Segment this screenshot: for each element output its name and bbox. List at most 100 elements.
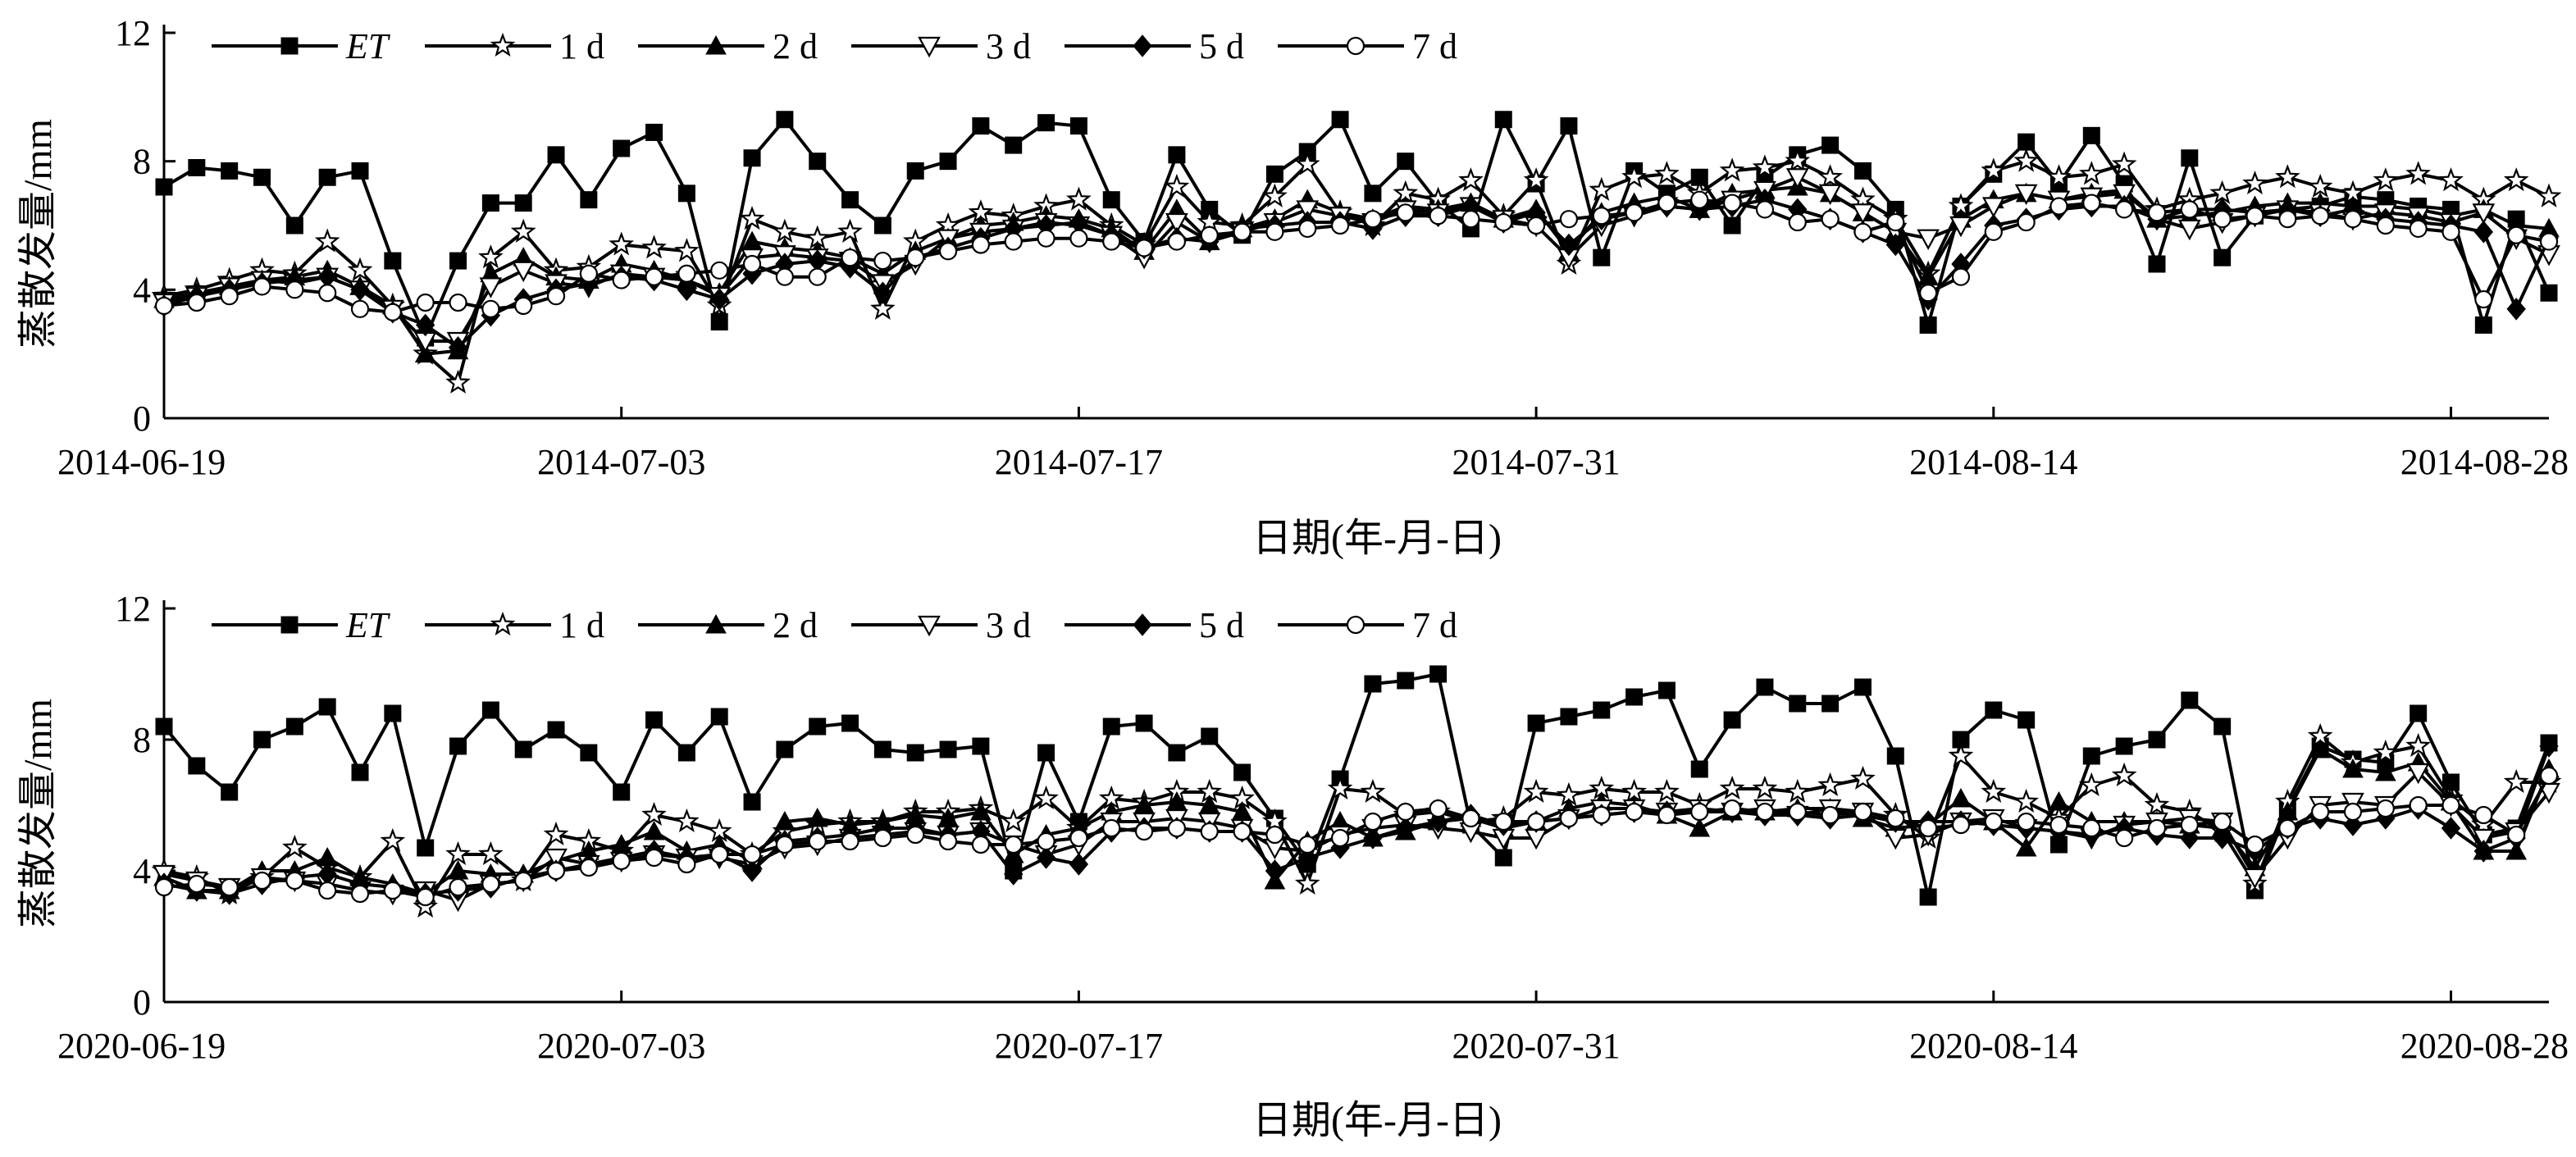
data-point xyxy=(1785,778,1811,804)
data-point xyxy=(1296,200,1320,221)
data-point xyxy=(1526,812,1546,831)
data-point xyxy=(776,740,794,758)
data-point xyxy=(870,295,896,320)
data-point xyxy=(1135,714,1153,732)
x-tick-label: 2014-07-03 xyxy=(537,442,705,482)
y-axis-title: 蒸散发量/mm xyxy=(16,119,60,348)
data-point xyxy=(2311,802,2330,822)
data-point xyxy=(641,801,667,827)
data-point xyxy=(742,254,762,274)
data-point xyxy=(938,831,958,851)
data-point xyxy=(350,299,370,318)
data-point xyxy=(154,296,174,316)
data-point xyxy=(2213,812,2232,831)
data-point xyxy=(1984,812,2003,831)
data-point xyxy=(1037,114,1055,132)
data-point xyxy=(514,871,533,891)
data-point xyxy=(2078,161,2104,185)
legend-marker xyxy=(280,616,299,634)
legend-label: 5 d xyxy=(1199,605,1244,645)
x-tick-label: 2020-08-28 xyxy=(2400,1026,2569,1066)
data-point xyxy=(2406,763,2430,785)
data-point xyxy=(1033,785,1059,810)
data-point xyxy=(514,296,533,316)
data-point xyxy=(2013,788,2039,813)
data-point xyxy=(1363,827,1383,850)
legend-item: 2 d xyxy=(638,26,818,66)
data-point xyxy=(282,834,308,859)
legend-marker xyxy=(705,613,727,634)
data-point xyxy=(2013,148,2039,172)
data-point xyxy=(1755,200,1775,219)
y-tick-label: 0 xyxy=(133,982,151,1023)
data-point xyxy=(641,235,667,259)
data-point xyxy=(2180,200,2199,219)
legend-marker xyxy=(1346,36,1366,56)
data-point xyxy=(1265,859,1285,882)
data-point xyxy=(1397,672,1415,690)
data-point xyxy=(285,717,303,736)
x-tick-label: 2014-06-19 xyxy=(57,442,226,482)
data-point xyxy=(1657,805,1676,825)
data-point xyxy=(2115,828,2134,848)
data-point xyxy=(1723,799,1742,818)
data-point xyxy=(1654,161,1680,185)
data-point xyxy=(1719,775,1745,800)
data-point xyxy=(645,267,663,286)
data-point xyxy=(1134,239,1154,257)
data-point xyxy=(2507,825,2526,845)
data-point xyxy=(1001,808,1027,833)
data-point xyxy=(772,218,798,243)
data-point xyxy=(743,149,761,167)
legend-label: 2 d xyxy=(773,26,818,66)
data-point xyxy=(1523,167,1549,192)
data-point xyxy=(1559,809,1579,828)
data-point xyxy=(2242,170,2268,195)
legend-label: 1 d xyxy=(559,605,604,645)
data-point xyxy=(2148,255,2166,273)
data-point xyxy=(416,293,435,312)
data-point xyxy=(2343,802,2363,822)
data-point xyxy=(314,228,340,253)
data-point xyxy=(2214,248,2232,266)
data-point xyxy=(2049,815,2068,835)
data-point xyxy=(545,848,568,870)
data-point xyxy=(645,711,663,729)
data-point xyxy=(2245,835,2264,854)
data-point xyxy=(1690,190,1709,209)
y-tick-label: 4 xyxy=(133,270,151,310)
data-point xyxy=(1461,210,1480,229)
data-point xyxy=(1233,763,1252,781)
data-point xyxy=(2148,731,2166,749)
data-point xyxy=(1265,222,1284,241)
data-point xyxy=(1265,165,1283,183)
x-tick-label: 2020-07-03 xyxy=(537,1026,705,1066)
data-point xyxy=(1364,675,1382,693)
data-point xyxy=(188,159,206,176)
x-tick-label: 2020-07-17 xyxy=(995,1026,1163,1066)
data-point xyxy=(546,287,566,306)
data-point xyxy=(1037,831,1055,851)
data-point xyxy=(1789,695,1807,713)
data-point xyxy=(1429,665,1448,683)
data-point xyxy=(2017,711,2036,729)
data-point xyxy=(1817,164,1843,189)
data-point xyxy=(220,287,239,306)
data-point xyxy=(775,267,794,286)
data-point xyxy=(2048,790,2070,811)
data-point xyxy=(1689,817,1711,837)
legend-marker xyxy=(490,611,516,636)
data-point xyxy=(841,248,859,267)
data-point xyxy=(1461,809,1480,828)
data-point xyxy=(2245,207,2264,225)
y-tick-label: 12 xyxy=(115,13,151,53)
legend-marker xyxy=(1133,613,1152,636)
data-point xyxy=(1494,111,1512,129)
data-point xyxy=(380,827,406,853)
data-point xyxy=(2373,167,2399,192)
data-point xyxy=(873,828,892,848)
data-point xyxy=(2082,194,2101,212)
data-point xyxy=(2214,717,2232,736)
data-point xyxy=(1559,210,1579,229)
